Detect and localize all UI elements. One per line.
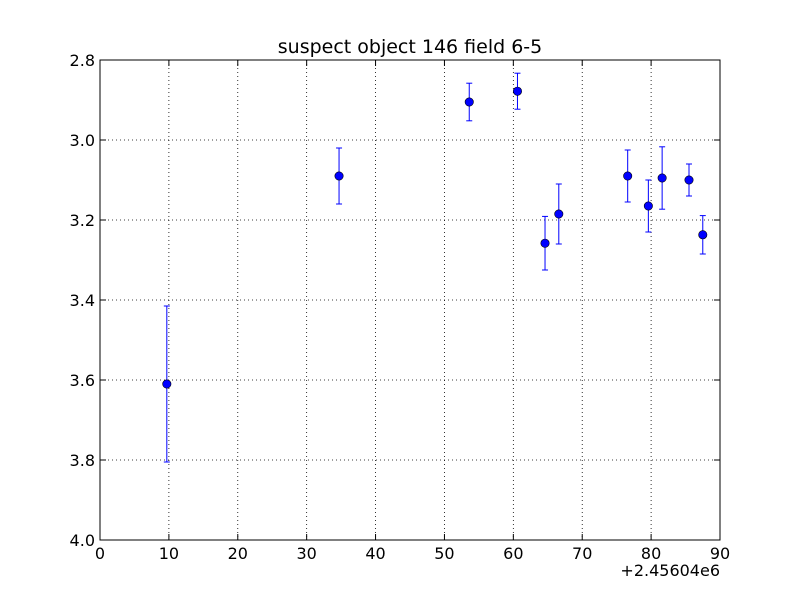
y-tick-labels: 2.8 3.0 3.2 3.4 3.6 3.8 4.0 xyxy=(70,51,95,550)
x-tick-label: 90 xyxy=(710,544,730,563)
y-tick-label: 4.0 xyxy=(70,531,95,550)
data-point xyxy=(657,173,667,183)
x-offset-label: +2.45604e6 xyxy=(620,561,720,580)
data-point xyxy=(464,97,474,107)
data-points xyxy=(162,86,708,389)
data-point xyxy=(512,86,522,96)
y-tick-label: 3.0 xyxy=(70,131,95,150)
data-point xyxy=(554,209,564,219)
chart-title: suspect object 146 field 6-5 xyxy=(278,36,543,58)
x-tick-label: 30 xyxy=(296,544,316,563)
data-point xyxy=(540,238,550,248)
x-tick-label: 0 xyxy=(95,544,105,563)
x-tick-label: 40 xyxy=(365,544,385,563)
grid xyxy=(100,60,720,540)
data-point xyxy=(334,171,344,181)
y-tick-label: 2.8 xyxy=(70,51,95,70)
y-tick-label: 3.8 xyxy=(70,451,95,470)
data-point xyxy=(623,171,633,181)
x-tick-label: 60 xyxy=(503,544,523,563)
x-tick-label: 80 xyxy=(641,544,661,563)
data-point xyxy=(162,379,172,389)
x-tick-label: 20 xyxy=(228,544,248,563)
error-bars xyxy=(163,72,706,463)
data-point xyxy=(684,175,694,185)
data-point xyxy=(698,230,708,240)
x-tick-labels: 0 10 20 30 40 50 60 70 80 90 xyxy=(95,544,730,563)
y-tick-label: 3.4 xyxy=(70,291,95,310)
ticks xyxy=(99,59,721,541)
y-tick-label: 3.2 xyxy=(70,211,95,230)
data-point xyxy=(643,201,653,211)
x-tick-label: 10 xyxy=(159,544,179,563)
x-tick-label: 70 xyxy=(572,544,592,563)
x-tick-label: 50 xyxy=(434,544,454,563)
y-tick-label: 3.6 xyxy=(70,371,95,390)
